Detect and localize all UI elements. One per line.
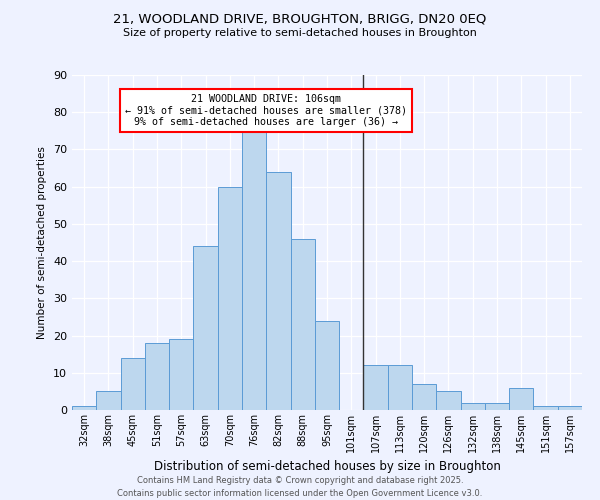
Bar — [121, 358, 145, 410]
Bar — [436, 392, 461, 410]
Bar — [388, 366, 412, 410]
Text: Contains HM Land Registry data © Crown copyright and database right 2025.
Contai: Contains HM Land Registry data © Crown c… — [118, 476, 482, 498]
Bar — [485, 402, 509, 410]
Bar — [96, 392, 121, 410]
Bar — [266, 172, 290, 410]
Bar — [72, 406, 96, 410]
Bar — [193, 246, 218, 410]
Bar — [533, 406, 558, 410]
X-axis label: Distribution of semi-detached houses by size in Broughton: Distribution of semi-detached houses by … — [154, 460, 500, 473]
Text: 21, WOODLAND DRIVE, BROUGHTON, BRIGG, DN20 0EQ: 21, WOODLAND DRIVE, BROUGHTON, BRIGG, DN… — [113, 12, 487, 26]
Bar — [558, 406, 582, 410]
Text: 21 WOODLAND DRIVE: 106sqm
← 91% of semi-detached houses are smaller (378)
9% of : 21 WOODLAND DRIVE: 106sqm ← 91% of semi-… — [125, 94, 407, 127]
Bar — [315, 320, 339, 410]
Bar — [461, 402, 485, 410]
Bar — [509, 388, 533, 410]
Y-axis label: Number of semi-detached properties: Number of semi-detached properties — [37, 146, 47, 339]
Bar — [169, 340, 193, 410]
Bar — [145, 343, 169, 410]
Bar — [218, 186, 242, 410]
Bar — [412, 384, 436, 410]
Bar — [290, 239, 315, 410]
Bar — [242, 131, 266, 410]
Bar — [364, 366, 388, 410]
Text: Size of property relative to semi-detached houses in Broughton: Size of property relative to semi-detach… — [123, 28, 477, 38]
